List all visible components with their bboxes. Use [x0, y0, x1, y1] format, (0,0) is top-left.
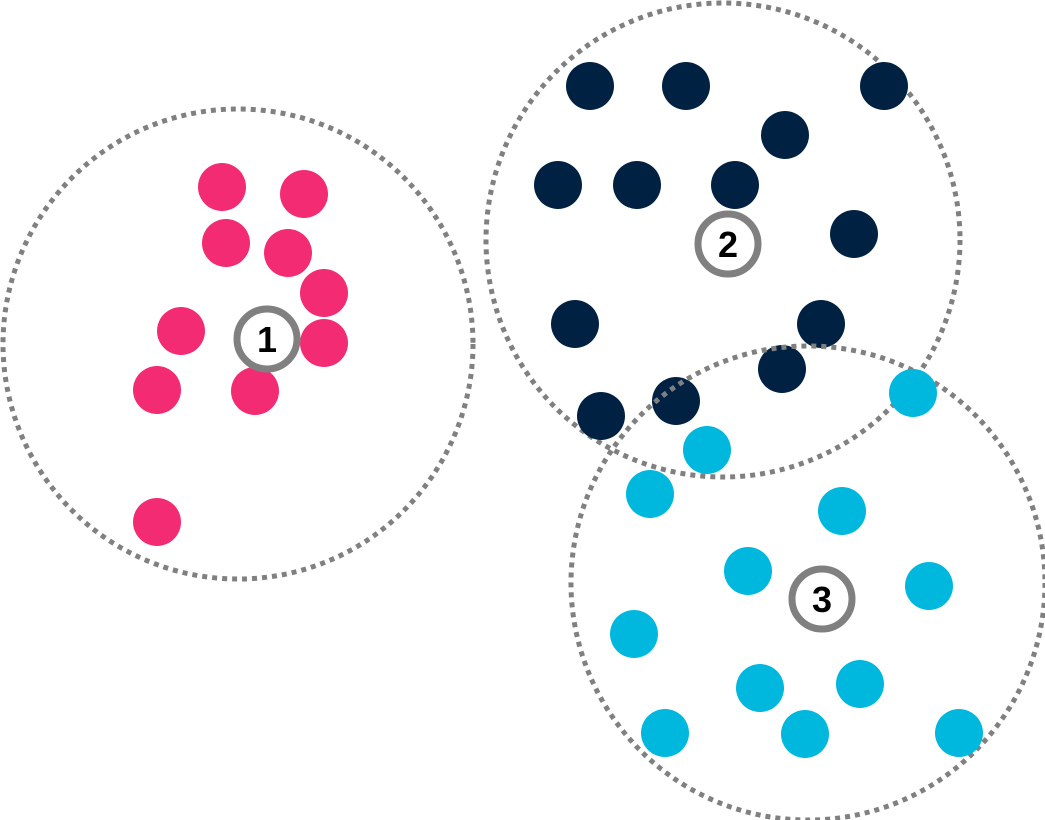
- data-point: [157, 307, 205, 355]
- cluster-2: 2: [483, 0, 963, 480]
- data-point: [758, 345, 806, 393]
- data-point: [133, 498, 181, 546]
- cluster-1-points: [133, 163, 348, 546]
- cluster-2-points: [534, 62, 908, 440]
- data-point: [610, 610, 658, 658]
- data-point: [711, 161, 759, 209]
- centroid-label-2: 2: [718, 224, 738, 265]
- centroid-ring: [694, 210, 762, 278]
- data-point: [231, 367, 279, 415]
- data-point: [761, 111, 809, 159]
- data-point: [280, 170, 328, 218]
- data-point: [652, 377, 700, 425]
- data-point: [202, 219, 250, 267]
- data-point: [133, 366, 181, 414]
- centroid-label-3: 3: [812, 579, 832, 620]
- data-point: [613, 161, 661, 209]
- cluster-3: 3: [568, 343, 1045, 820]
- data-point: [264, 229, 312, 277]
- data-point: [830, 210, 878, 258]
- data-point: [566, 62, 614, 110]
- data-point: [905, 562, 953, 610]
- data-point: [935, 709, 983, 757]
- centroid-ring: [233, 305, 301, 373]
- data-point: [577, 392, 625, 440]
- data-point: [662, 62, 710, 110]
- cluster-2-boundary: [483, 0, 963, 480]
- data-point: [534, 161, 582, 209]
- data-point: [551, 300, 599, 348]
- cluster-3-points: [610, 369, 983, 758]
- data-point: [781, 710, 829, 758]
- cluster-3-boundary: [568, 343, 1045, 820]
- cluster-3-centroid: 3: [788, 565, 856, 633]
- data-point: [797, 300, 845, 348]
- data-point: [736, 664, 784, 712]
- centroid-ring: [788, 565, 856, 633]
- data-point: [818, 487, 866, 535]
- data-point: [626, 470, 674, 518]
- data-point: [300, 319, 348, 367]
- centroid-label-1: 1: [257, 319, 277, 360]
- data-point: [683, 426, 731, 474]
- data-point: [198, 163, 246, 211]
- data-point: [641, 709, 689, 757]
- data-point: [836, 660, 884, 708]
- cluster-2-centroid: 2: [694, 210, 762, 278]
- cluster-1-centroid: 1: [233, 305, 301, 373]
- data-point: [724, 547, 772, 595]
- data-point: [889, 369, 937, 417]
- data-point: [300, 269, 348, 317]
- cluster-1-boundary: [0, 106, 476, 582]
- data-point: [860, 62, 908, 110]
- cluster-1: 1: [0, 106, 476, 582]
